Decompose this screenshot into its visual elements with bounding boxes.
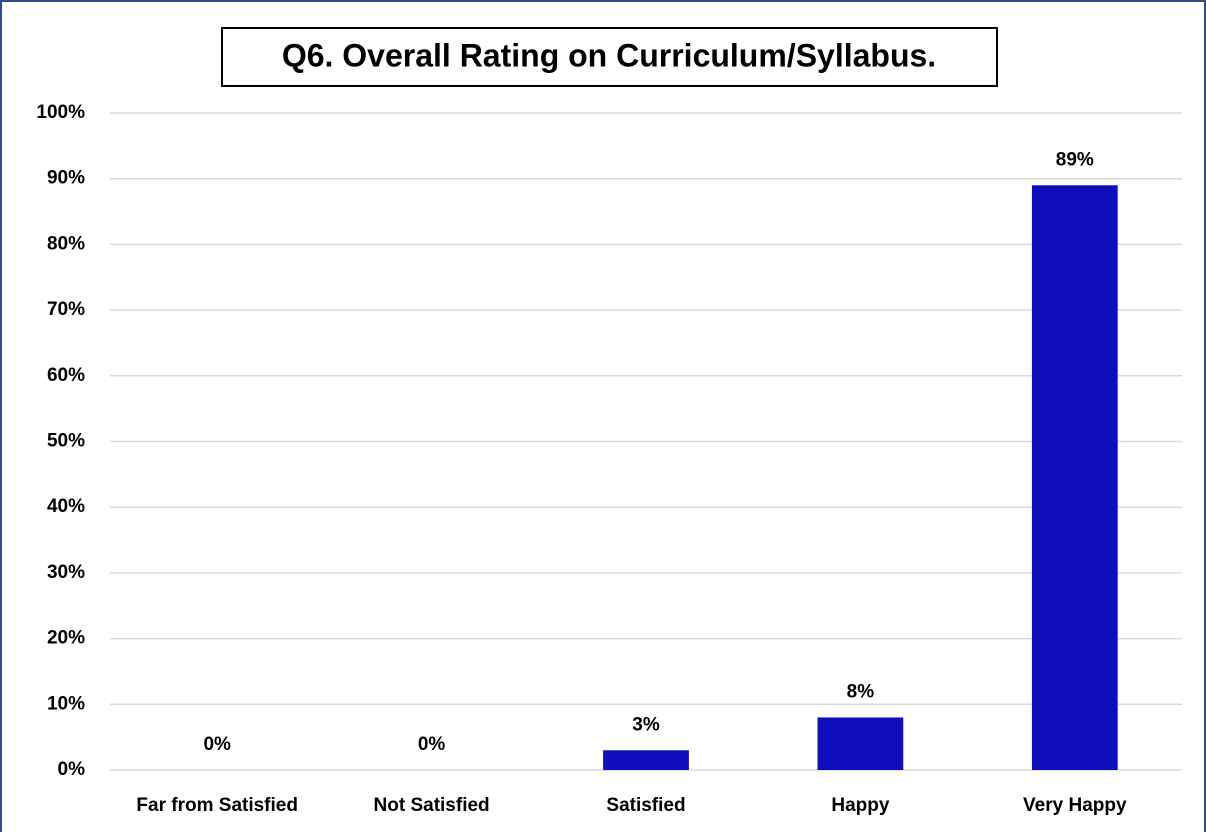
bar (603, 750, 689, 770)
x-tick-label: Far from Satisfied (136, 795, 298, 816)
y-tick-label: 60% (47, 365, 85, 386)
data-label: 3% (632, 714, 660, 735)
data-label: 89% (1056, 149, 1094, 170)
bar (817, 717, 904, 770)
y-tick-label: 10% (47, 693, 85, 714)
y-tick-label: 50% (47, 431, 85, 452)
y-tick-label: 20% (47, 628, 85, 649)
x-tick-label: Satisfied (606, 795, 685, 816)
x-tick-label: Very Happy (1023, 795, 1127, 816)
y-tick-label: 40% (47, 496, 85, 517)
y-tick-label: 30% (47, 562, 85, 583)
y-tick-label: 90% (47, 168, 85, 189)
y-tick-label: 100% (36, 102, 85, 123)
y-tick-label: 70% (47, 299, 85, 320)
x-tick-label: Not Satisfied (374, 795, 490, 816)
data-label: 8% (847, 681, 875, 702)
data-label: 0% (418, 734, 446, 755)
bar (1031, 185, 1118, 770)
y-tick-label: 0% (58, 759, 86, 780)
data-label: 0% (203, 734, 231, 755)
title-box (221, 27, 998, 87)
x-tick-label: Happy (831, 795, 890, 816)
chart-title: Q6. Overall Rating on Curriculum/Syllabu… (282, 37, 936, 73)
y-tick-label: 80% (47, 233, 85, 254)
